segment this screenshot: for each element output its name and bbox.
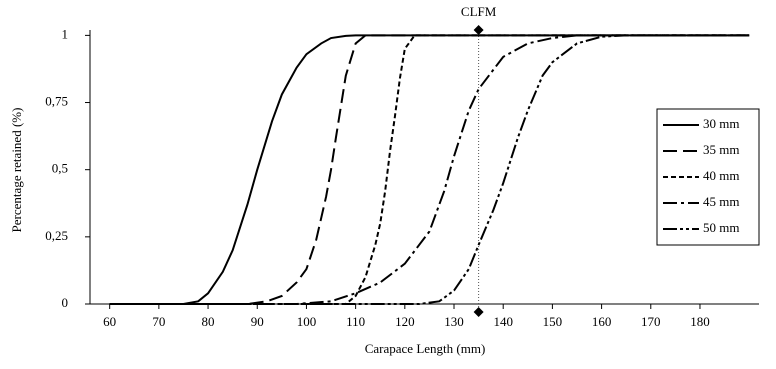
legend-label: 40 mm: [703, 168, 739, 183]
x-tick-label: 170: [641, 314, 661, 329]
legend-label: 35 mm: [703, 142, 739, 157]
x-tick-label: 130: [444, 314, 464, 329]
x-axis-label: Carapace Length (mm): [365, 341, 486, 356]
x-tick-label: 90: [251, 314, 264, 329]
y-tick-label: 1: [62, 26, 69, 41]
reference-marker: [473, 307, 484, 317]
legend-label: 30 mm: [703, 116, 739, 131]
x-tick-label: 180: [690, 314, 710, 329]
x-tick-label: 110: [346, 314, 365, 329]
x-tick-label: 140: [493, 314, 513, 329]
x-tick-label: 70: [152, 314, 165, 329]
legend-label: 45 mm: [703, 194, 739, 209]
y-tick-label: 0,75: [45, 94, 68, 109]
x-tick-label: 60: [103, 314, 116, 329]
x-tick-label: 100: [297, 314, 317, 329]
series-line: [109, 34, 750, 305]
reference-marker: [473, 25, 484, 35]
x-tick-label: 120: [395, 314, 415, 329]
series-line: [109, 34, 750, 305]
x-tick-label: 150: [543, 314, 563, 329]
y-tick-label: 0,5: [52, 161, 68, 176]
reference-label: CLFM: [461, 4, 497, 19]
x-tick-label: 80: [202, 314, 215, 329]
series-line: [109, 34, 750, 305]
legend-label: 50 mm: [703, 220, 739, 235]
series-line: [109, 34, 750, 305]
y-tick-label: 0: [62, 295, 69, 310]
y-tick-label: 0,25: [45, 228, 68, 243]
x-tick-label: 160: [592, 314, 612, 329]
y-axis-label: Percentage retained (%): [9, 108, 24, 233]
series-line: [109, 34, 750, 305]
